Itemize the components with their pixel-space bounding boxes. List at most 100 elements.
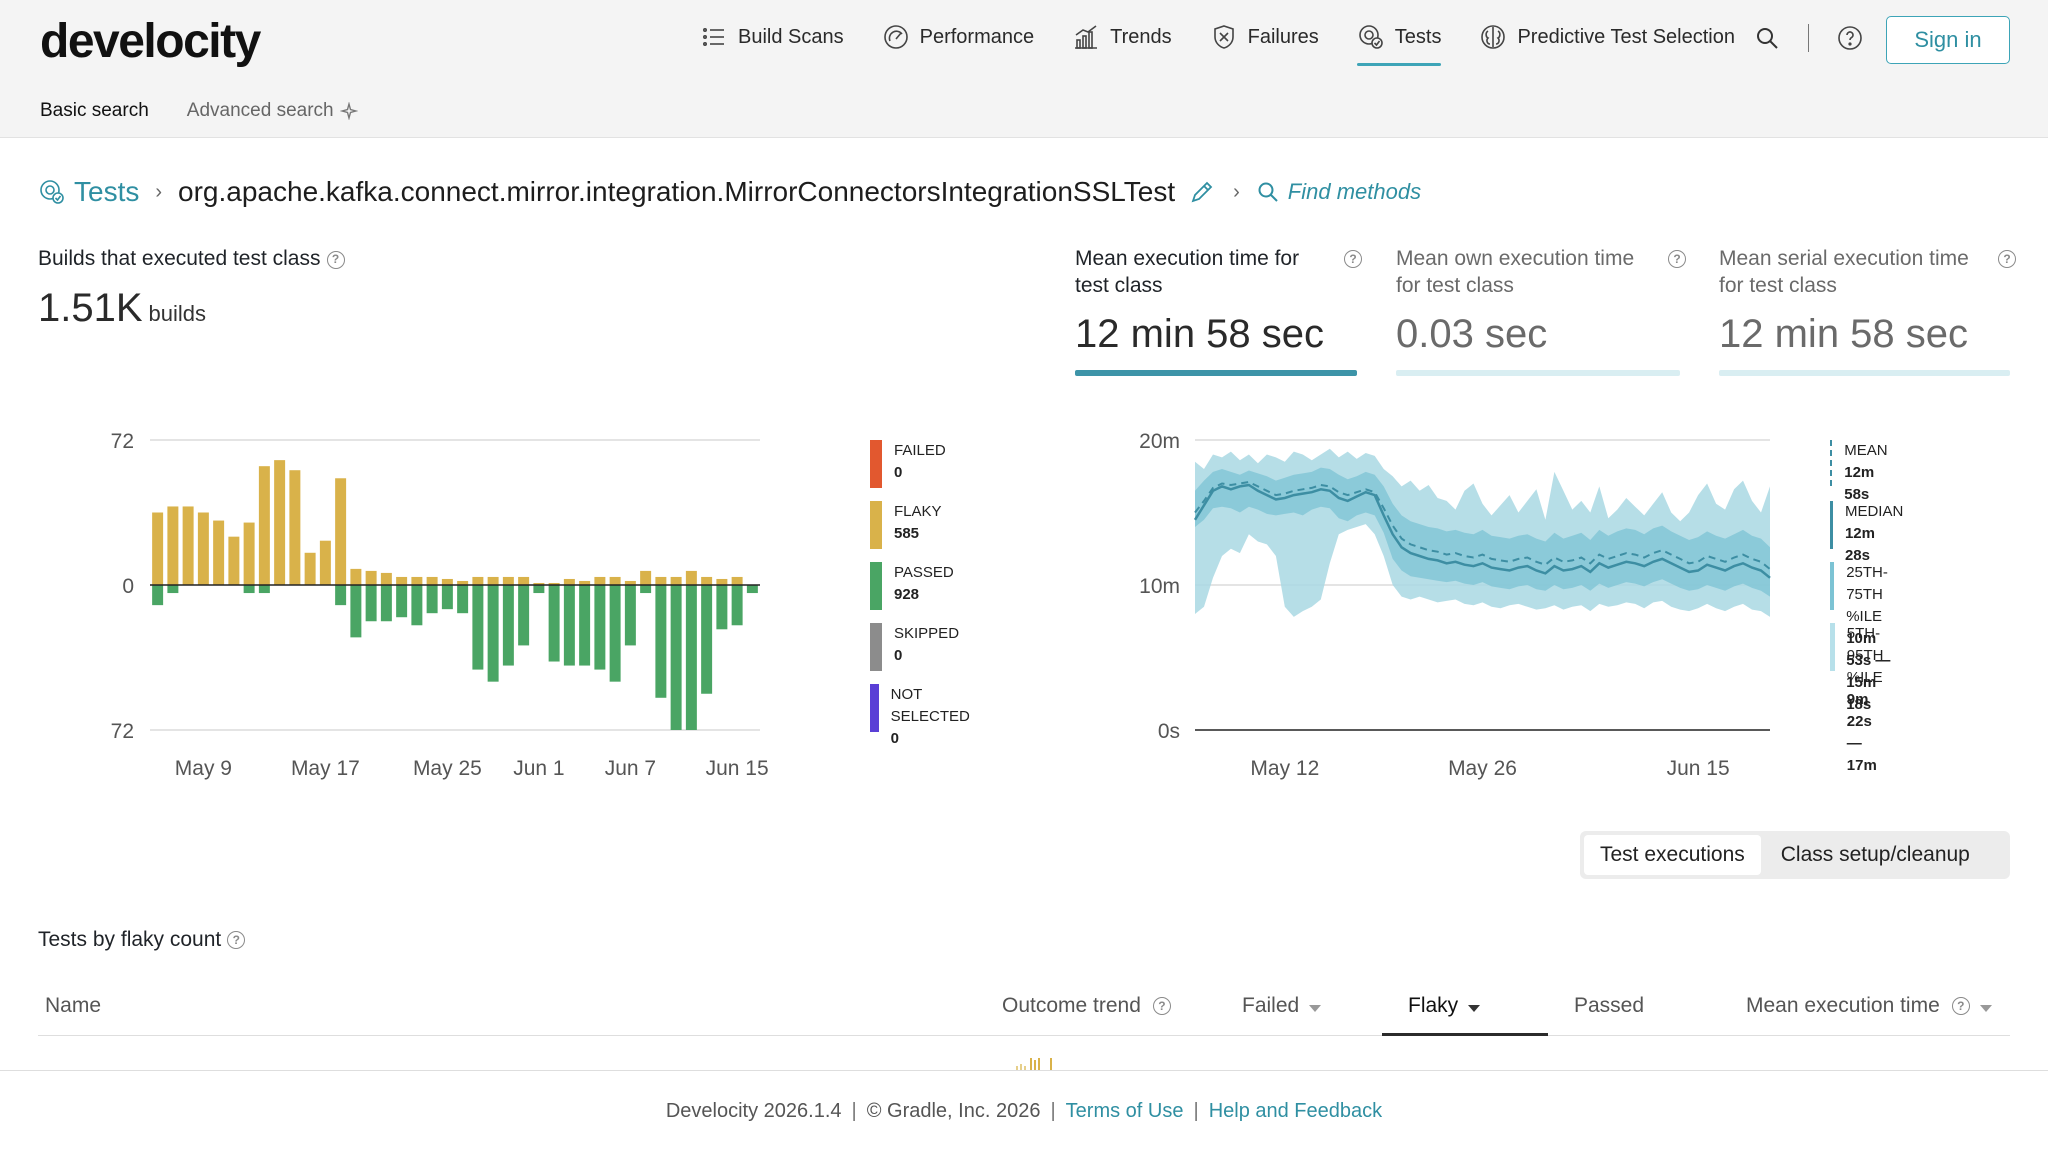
- passed-bar[interactable]: [350, 585, 362, 638]
- passed-bar[interactable]: [335, 585, 347, 606]
- help-icon[interactable]: ?: [227, 931, 246, 949]
- tab-advanced-search[interactable]: Advanced search: [187, 100, 358, 122]
- help-icon[interactable]: ?: [1668, 250, 1686, 268]
- flaky-bar[interactable]: [350, 568, 362, 585]
- passed-bar[interactable]: [594, 585, 606, 670]
- help-icon[interactable]: [1837, 25, 1863, 51]
- passed-bar[interactable]: [609, 585, 621, 682]
- serial-exec-label[interactable]: Mean serial execution time for test clas…: [1719, 245, 1969, 299]
- flaky-bar[interactable]: [197, 512, 209, 586]
- flaky-bar[interactable]: [655, 576, 667, 585]
- flaky-bar[interactable]: [289, 470, 301, 585]
- tab-basic-search[interactable]: Basic search: [40, 100, 149, 121]
- flaky-bar[interactable]: [396, 576, 408, 585]
- flaky-bar[interactable]: [640, 570, 652, 585]
- passed-bar[interactable]: [487, 585, 499, 682]
- flaky-bar[interactable]: [182, 506, 194, 585]
- flaky-bar[interactable]: [670, 576, 682, 585]
- flaky-bar[interactable]: [426, 576, 438, 585]
- legend-p25-p75[interactable]: 25TH-75TH %ILE 10m 53s — 15m 18s: [1830, 562, 1896, 716]
- flaky-bar[interactable]: [152, 512, 164, 586]
- passed-bar[interactable]: [624, 585, 636, 646]
- flaky-bar[interactable]: [274, 460, 286, 585]
- flaky-bar[interactable]: [579, 580, 591, 585]
- flaky-bar[interactable]: [731, 576, 743, 585]
- legend-skipped[interactable]: SKIPPED 0: [870, 623, 959, 671]
- nav-performance[interactable]: Performance: [882, 0, 1034, 74]
- legend-flaky[interactable]: FLAKY 585: [870, 501, 942, 549]
- col-failed[interactable]: Failed: [1242, 994, 1322, 1018]
- flaky-bar[interactable]: [228, 536, 240, 585]
- nav-failures[interactable]: Failures: [1210, 0, 1319, 74]
- flaky-bar[interactable]: [472, 576, 484, 585]
- passed-bar[interactable]: [365, 585, 377, 622]
- flaky-bar[interactable]: [243, 522, 255, 585]
- own-exec-label[interactable]: Mean own execution time for test class: [1396, 245, 1634, 299]
- flaky-bar[interactable]: [319, 540, 331, 585]
- help-icon[interactable]: ?: [1951, 997, 1970, 1015]
- passed-bar[interactable]: [579, 585, 591, 666]
- flaky-bar[interactable]: [167, 506, 179, 585]
- flaky-bar[interactable]: [487, 576, 499, 585]
- search-icon[interactable]: [1754, 25, 1780, 51]
- flaky-bar[interactable]: [380, 572, 392, 585]
- passed-bar[interactable]: [258, 585, 270, 594]
- passed-bar[interactable]: [380, 585, 392, 622]
- passed-bar[interactable]: [411, 585, 423, 626]
- find-methods-link[interactable]: Find methods: [1256, 179, 1421, 205]
- passed-bar[interactable]: [563, 585, 575, 666]
- sign-in-button[interactable]: Sign in: [1886, 16, 2010, 64]
- help-feedback-link[interactable]: Help and Feedback: [1208, 1100, 1383, 1122]
- passed-bar[interactable]: [716, 585, 728, 630]
- flaky-bar[interactable]: [457, 580, 469, 585]
- passed-bar[interactable]: [518, 585, 530, 646]
- flaky-bar[interactable]: [304, 552, 316, 585]
- flaky-bar[interactable]: [716, 578, 728, 585]
- breadcrumb-tests-link[interactable]: Tests: [38, 176, 139, 208]
- help-icon[interactable]: ?: [1998, 250, 2016, 268]
- legend-mean[interactable]: MEAN 12m 58s: [1830, 440, 1888, 506]
- legend-p5-p95[interactable]: 5TH-95TH %ILE 9m 22s — 17m: [1830, 623, 1891, 777]
- nav-predictive-test-selection[interactable]: Predictive Test Selection: [1479, 0, 1735, 74]
- flaky-bar[interactable]: [335, 478, 347, 585]
- passed-bar[interactable]: [472, 585, 484, 670]
- legend-passed[interactable]: PASSED 928: [870, 562, 954, 610]
- flaky-bar[interactable]: [518, 576, 530, 585]
- terms-of-use-link[interactable]: Terms of Use: [1065, 1100, 1184, 1122]
- passed-bar[interactable]: [243, 585, 255, 594]
- passed-bar[interactable]: [670, 585, 682, 730]
- passed-bar[interactable]: [655, 585, 667, 698]
- flaky-bar[interactable]: [609, 576, 621, 585]
- flaky-bar[interactable]: [701, 576, 713, 585]
- pencil-icon[interactable]: [1187, 177, 1217, 207]
- passed-bar[interactable]: [457, 585, 469, 614]
- col-flaky[interactable]: Flaky: [1408, 994, 1481, 1018]
- develocity-logo[interactable]: develocity: [40, 15, 261, 68]
- nav-tests[interactable]: Tests: [1356, 0, 1441, 74]
- passed-bar[interactable]: [533, 585, 545, 594]
- passed-bar[interactable]: [640, 585, 652, 594]
- flaky-bar[interactable]: [258, 466, 270, 585]
- nav-trends[interactable]: Trends: [1072, 0, 1172, 74]
- flaky-bar[interactable]: [411, 576, 423, 585]
- flaky-bar[interactable]: [365, 570, 377, 585]
- passed-bar[interactable]: [167, 585, 179, 594]
- flaky-bar[interactable]: [213, 520, 225, 585]
- passed-bar[interactable]: [441, 585, 453, 610]
- col-name[interactable]: Name: [45, 994, 101, 1018]
- flaky-bar[interactable]: [441, 578, 453, 585]
- col-passed[interactable]: Passed: [1574, 994, 1644, 1018]
- legend-failed[interactable]: FAILED 0: [870, 440, 946, 488]
- mean-exec-label[interactable]: Mean execution time for test class: [1075, 245, 1299, 299]
- help-icon[interactable]: ?: [326, 250, 345, 269]
- flaky-bar[interactable]: [563, 578, 575, 585]
- help-icon[interactable]: ?: [1152, 997, 1171, 1015]
- flaky-bar[interactable]: [548, 582, 560, 585]
- toggle-class-setup[interactable]: Class setup/cleanup: [1780, 843, 1970, 866]
- nav-build-scans[interactable]: Build Scans: [700, 0, 844, 74]
- passed-bar[interactable]: [731, 585, 743, 626]
- flaky-bar[interactable]: [624, 580, 636, 585]
- flaky-bar[interactable]: [502, 576, 514, 585]
- help-icon[interactable]: ?: [1344, 250, 1362, 268]
- passed-bar[interactable]: [548, 585, 560, 662]
